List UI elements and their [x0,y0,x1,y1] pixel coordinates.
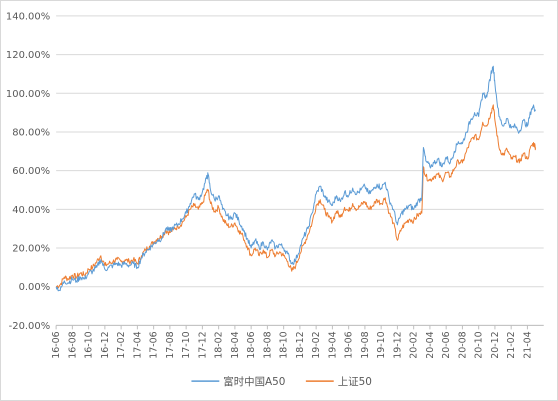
x-tick-label: 17-10 [181,331,192,358]
x-tick-label: 17-08 [165,331,176,358]
y-tick-label: 60.00% [12,166,50,177]
x-tick-label: 19-08 [360,331,371,358]
x-tick-label: 17-04 [132,331,143,358]
x-tick-label: 20-08 [457,331,468,358]
y-tick-label: -20.00% [9,321,50,332]
x-tick-label: 17-12 [197,331,208,358]
x-tick-label: 21-02 [506,331,517,358]
legend-label-sse50: 上证50 [338,376,372,388]
y-axis-ticks: -20.00% 0.00% 20.00% 40.00% 60.00% 80.00% 100.… [6,11,50,331]
x-tick-label: 19-02 [311,331,322,358]
x-tick-label: 18-12 [295,331,306,358]
y-tick-label: 100.00% [6,89,50,100]
y-tick-label: 140.00% [6,11,50,22]
x-tick-label: 17-06 [149,331,160,358]
y-tick-label: 80.00% [12,127,50,138]
x-tick-label: 20-12 [490,331,501,358]
x-tick-label: 16-06 [51,331,62,358]
x-tick-label: 16-08 [67,331,78,358]
series-line-sse50 [55,104,537,289]
y-tick-label: 40.00% [12,205,50,216]
x-tick-label: 18-10 [279,331,290,358]
y-tick-label: 0.00% [19,282,51,293]
x-axis-ticks: 16-06 16-08 16-10 16-12 17-02 17-04 17-06 17-08… [51,324,544,359]
y-tick-label: 20.00% [12,243,50,254]
x-tick-label: 18-04 [230,331,241,358]
y-tick-label: 120.00% [6,50,50,61]
series-line-fuller-a50 [55,65,537,292]
legend-label-fuller-a50: 富时中国A50 [223,375,285,388]
x-tick-label: 21-04 [522,331,533,358]
x-tick-label: 20-02 [409,331,420,358]
x-tick-label: 16-12 [100,331,111,358]
x-tick-label: 19-10 [376,331,387,358]
legend: 富时中国A50 上证50 [191,375,372,388]
x-tick-label: 20-04 [425,331,436,358]
x-tick-label: 20-06 [441,331,452,358]
x-tick-label: 19-06 [344,331,355,358]
x-tick-label: 19-12 [392,331,403,358]
x-tick-label: 18-02 [214,331,225,358]
series-lines [55,65,537,292]
x-tick-label: 17-02 [116,331,127,358]
x-tick-label: 18-08 [262,331,273,358]
gridlines [56,15,544,326]
x-tick-label: 16-10 [84,331,95,358]
x-tick-label: 19-04 [327,331,338,358]
x-tick-label: 18-06 [246,331,257,358]
x-tick-label: 20-10 [474,331,485,358]
